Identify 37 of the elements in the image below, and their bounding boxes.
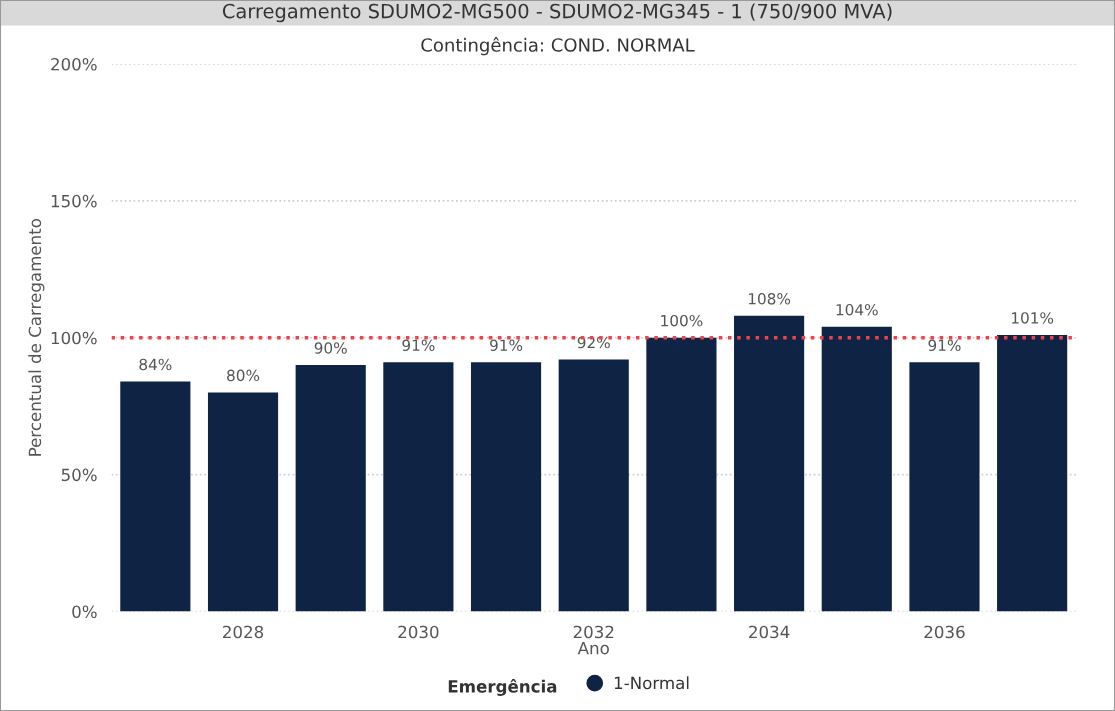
bar (909, 362, 980, 612)
x-tick-label: 2028 (223, 625, 264, 639)
data-label: 104% (836, 303, 878, 316)
data-label: 91% (490, 339, 523, 352)
legend-title: Emergência (448, 679, 557, 696)
x-tick-label: 2032 (573, 625, 614, 639)
x-tick-label: 2030 (398, 625, 439, 639)
bar (734, 315, 805, 612)
legend-label: 1-Normal (614, 676, 689, 690)
bar (383, 362, 454, 612)
bar (821, 326, 892, 612)
data-label: 80% (227, 369, 260, 382)
data-label: 91% (402, 339, 435, 352)
y-tick-label: 0% (72, 605, 97, 619)
bar (295, 365, 366, 612)
y-tick-label: 50% (61, 468, 97, 482)
chart-subtitle: Contingência: COND. NORMAL (421, 37, 695, 56)
x-tick-label: 2034 (749, 625, 790, 639)
y-tick-label: 100% (51, 331, 97, 345)
y-tick-label: 200% (51, 57, 97, 71)
data-label: 91% (928, 339, 961, 352)
data-label: 108% (748, 292, 791, 305)
x-axis-title: Ano (577, 641, 609, 655)
bar (207, 392, 279, 612)
data-label: 101% (1011, 312, 1054, 324)
data-label: 84% (139, 358, 172, 371)
bar (646, 337, 717, 612)
y-tick-label: 150% (51, 194, 97, 208)
bar (997, 334, 1068, 612)
y-axis-title: Percentual de Carregamento (28, 219, 45, 456)
bar (120, 381, 191, 612)
chart-title: Carregamento SDUMO2-MG500 - SDUMO2-MG345 - 1 (750/900 MVA) (222, 3, 892, 23)
bar (470, 362, 542, 612)
data-label: 100% (661, 314, 703, 327)
x-tick-label: 2036 (924, 625, 965, 639)
data-label: 90% (314, 342, 347, 354)
bar (558, 359, 629, 612)
